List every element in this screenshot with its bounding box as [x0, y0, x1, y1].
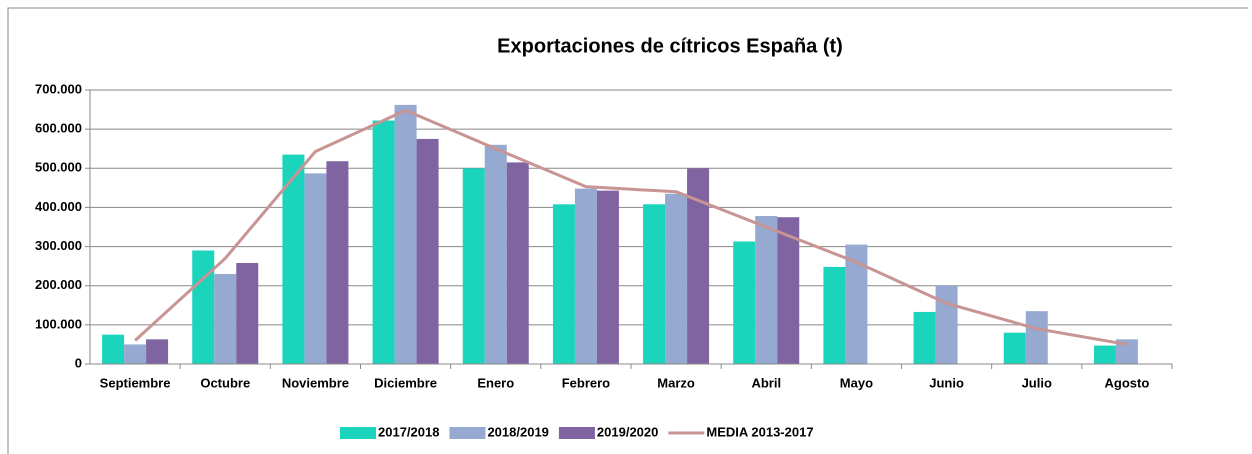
x-tick-label: Junio: [929, 375, 964, 390]
x-tick-label: Julio: [1022, 375, 1052, 390]
bar: [643, 204, 666, 364]
bar: [733, 241, 756, 364]
x-tick-label: Diciembre: [374, 375, 437, 390]
bar: [777, 217, 800, 364]
y-tick-label: 600.000: [35, 121, 82, 136]
legend-label: MEDIA 2013-2017: [706, 424, 813, 439]
y-tick-label: 200.000: [35, 277, 82, 292]
bar: [462, 168, 485, 364]
x-tick-label: Enero: [477, 375, 514, 390]
bar: [304, 173, 327, 364]
x-tick-label: Abril: [751, 375, 781, 390]
y-tick-label: 700.000: [35, 81, 82, 96]
legend-label: 2017/2018: [378, 424, 439, 439]
x-tick-label: Mayo: [840, 375, 873, 390]
bar: [574, 188, 597, 364]
bar: [845, 244, 868, 364]
y-tick-label: 100.000: [35, 316, 82, 331]
y-tick-label: 500.000: [35, 160, 82, 175]
chart-title: Exportaciones de cítricos España (t): [497, 35, 843, 57]
legend-swatch: [340, 427, 376, 439]
legend-swatch: [558, 427, 595, 439]
bar: [935, 285, 958, 364]
bar: [913, 311, 936, 364]
x-tick-label: Octubre: [200, 375, 250, 390]
bar: [372, 120, 395, 364]
x-tick-label: Noviembre: [282, 375, 349, 390]
x-tick-label: Agosto: [1105, 375, 1150, 390]
bar: [596, 190, 619, 364]
bar: [1025, 311, 1048, 364]
y-tick-label: 0: [75, 355, 82, 370]
bar: [665, 193, 688, 364]
bar: [755, 216, 778, 364]
x-tick-label: Marzo: [657, 375, 695, 390]
bar: [214, 273, 237, 364]
bar: [506, 162, 529, 364]
bar: [823, 266, 846, 364]
bar: [124, 344, 147, 364]
x-tick-label: Septiembre: [100, 375, 171, 390]
bar: [326, 161, 349, 364]
bar: [236, 263, 259, 364]
bar: [102, 334, 125, 364]
chart-border: [7, 7, 1248, 454]
bar: [192, 250, 215, 364]
bar: [1003, 332, 1026, 364]
legend-label: 2019/2020: [597, 424, 658, 439]
line-series: [134, 108, 1128, 346]
bar: [484, 144, 507, 364]
bar: [1093, 345, 1116, 364]
y-tick-label: 400.000: [35, 199, 82, 214]
bar: [394, 104, 417, 365]
bar: [146, 339, 169, 364]
bar: [416, 138, 439, 364]
bar: [282, 154, 305, 364]
y-tick-label: 300.000: [35, 238, 82, 253]
legend-label: 2018/2019: [487, 424, 548, 439]
bar: [687, 168, 710, 364]
bar: [1115, 339, 1138, 364]
legend-swatch: [449, 427, 486, 439]
x-tick-label: Febrero: [562, 375, 610, 390]
bar: [552, 204, 575, 364]
